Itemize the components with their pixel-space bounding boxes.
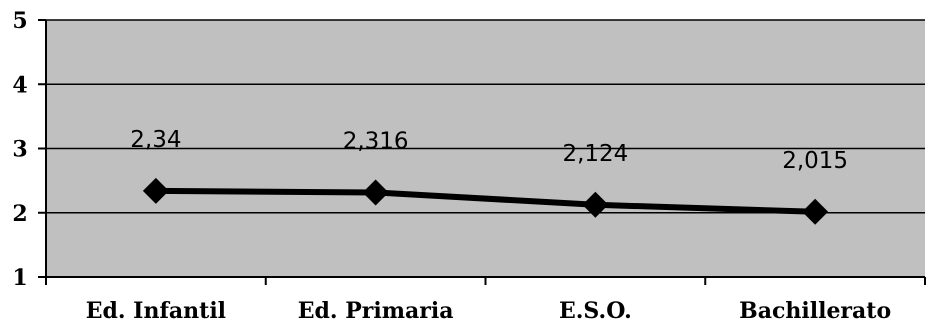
x-tick-label: Ed. Infantil xyxy=(86,298,226,324)
data-point xyxy=(142,177,169,204)
y-axis-ticks: 1 2 3 4 5 xyxy=(12,8,46,291)
series-group xyxy=(142,177,829,225)
data-label: 2,316 xyxy=(343,128,409,154)
axes xyxy=(38,20,925,285)
series-line xyxy=(155,187,816,215)
x-tick-label: Bachillerato xyxy=(739,298,891,324)
data-point xyxy=(802,198,829,225)
y-tick-label: 5 xyxy=(12,8,27,34)
data-point xyxy=(582,191,609,218)
x-tick-label: E.S.O. xyxy=(559,298,632,324)
data-label: 2,015 xyxy=(782,148,848,174)
data-labels-group: 2,34 2,316 2,124 2,015 xyxy=(130,127,848,174)
data-label: 2,34 xyxy=(130,127,181,153)
data-label: 2,124 xyxy=(562,141,628,167)
y-tick-label: 2 xyxy=(12,201,27,227)
y-tick-label: 4 xyxy=(12,72,27,98)
data-point xyxy=(362,179,389,206)
x-tick-label: Ed. Primaria xyxy=(298,298,454,324)
x-axis-ticks: Ed. Infantil Ed. Primaria E.S.O. Bachillera… xyxy=(86,277,926,324)
y-tick-label: 3 xyxy=(12,137,27,163)
y-tick-label: 1 xyxy=(12,265,27,291)
